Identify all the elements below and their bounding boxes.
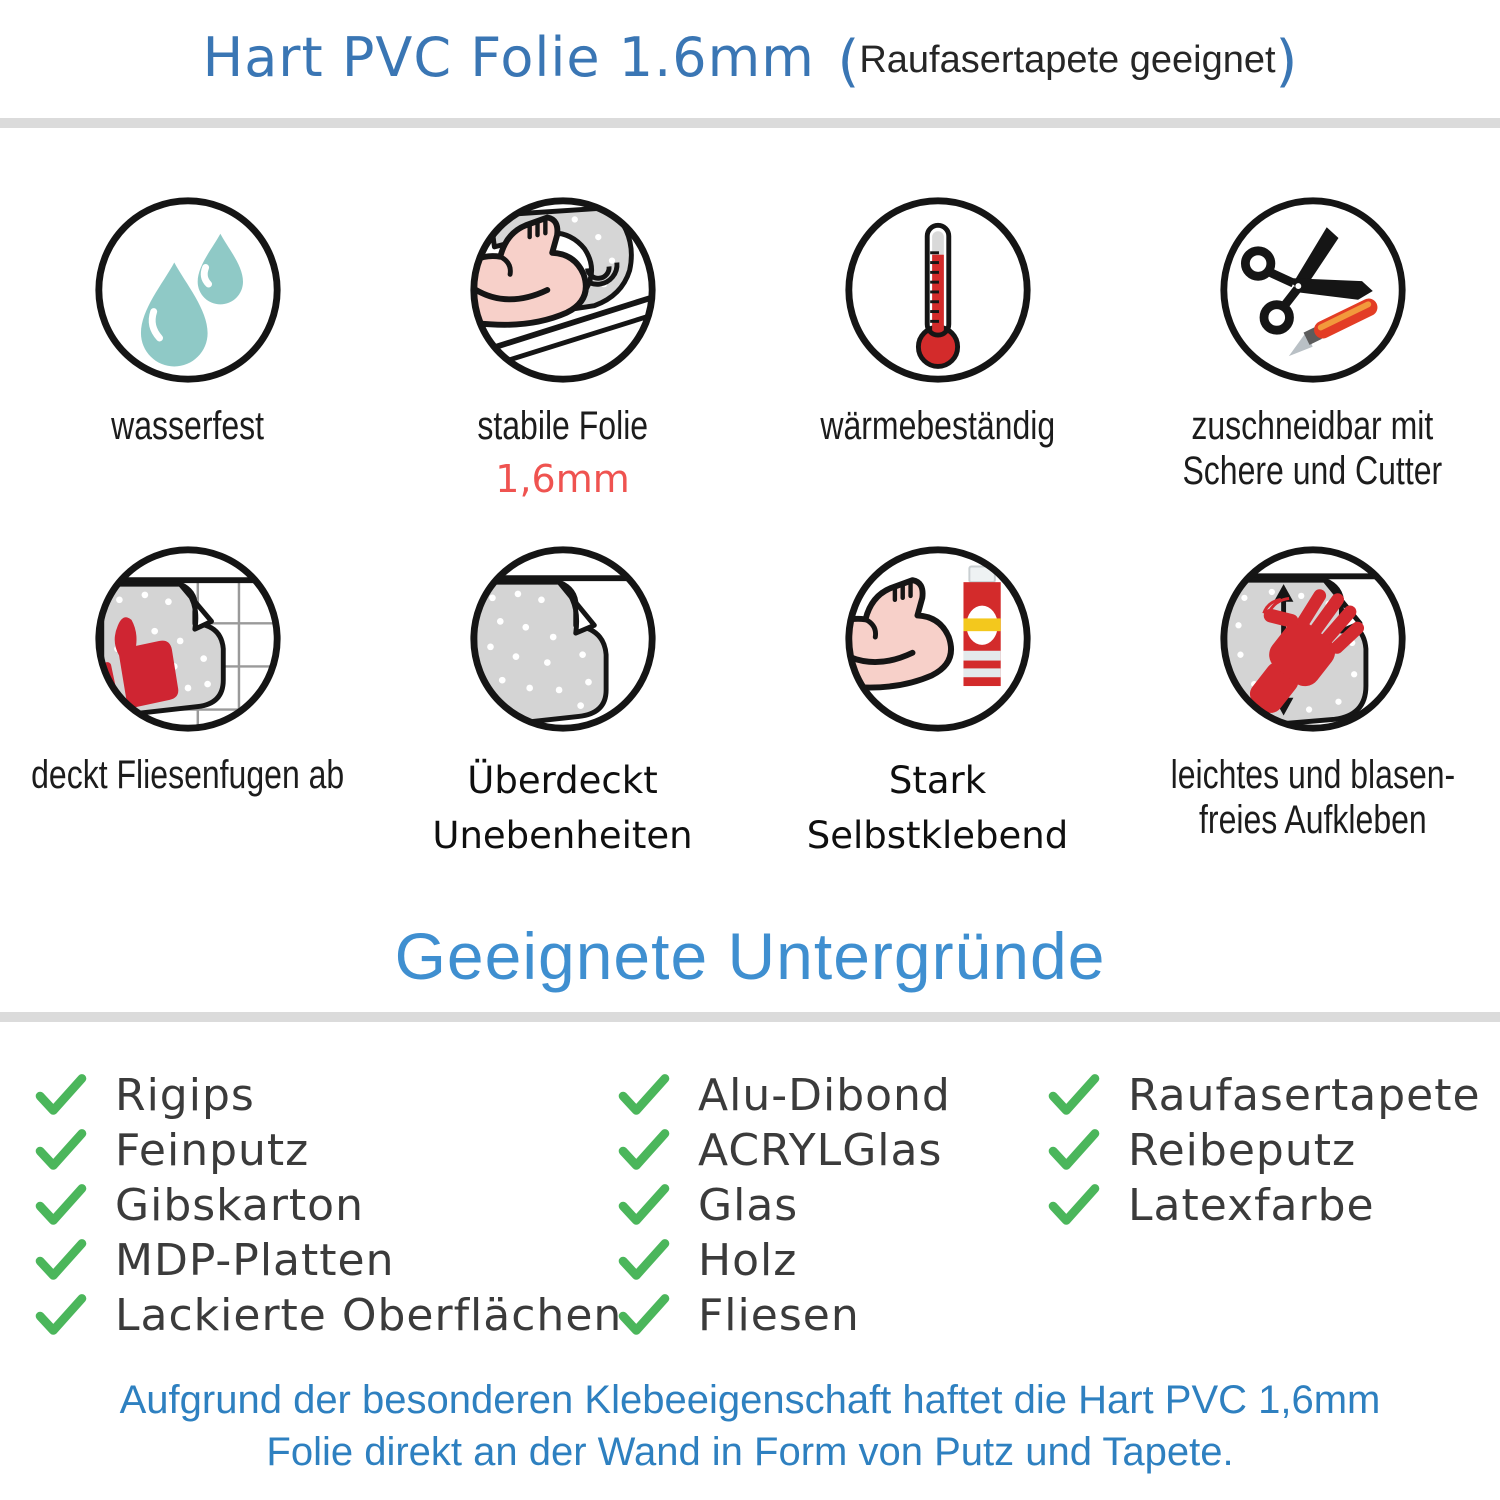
divider-top [0,118,1500,128]
check-icon [618,1239,670,1281]
thermometer-icon [840,192,1036,388]
surface-item: Feinputz [35,1123,622,1178]
feature-waermebestaendig: wärmebeständig [750,192,1125,501]
muscle-glue-icon [840,541,1036,737]
scissors-cutter-icon [1215,192,1411,388]
check-icon [1048,1129,1100,1171]
surface-item: Gibskarton [35,1178,622,1233]
page-header: Hart PVC Folie 1.6mm (Raufasertapete gee… [0,0,1500,94]
water-drops-icon [90,192,286,388]
feature-wasserfest: wasserfest [0,192,375,501]
surface-item: Raufasertapete [1048,1068,1481,1123]
footer-note: Aufgrund der besonderen Klebeeigenschaft… [119,1377,1381,1474]
check-icon [35,1184,87,1226]
page-title: Hart PVC Folie 1.6mm [202,26,815,89]
hand-press-foil-icon [1215,541,1411,737]
surface-item: Fliesen [618,1288,951,1343]
check-icon [35,1239,87,1281]
features-grid: wasserfest [0,192,1500,864]
feature-label: wärmebeständig [820,404,1055,448]
paren-open: ( [837,29,860,94]
foil-fold-icon [465,541,661,737]
surface-item: Glas [618,1178,951,1233]
feature-label: leichtes und blasen- freies Aufkleben [1170,752,1455,842]
check-icon [35,1074,87,1116]
feature-selbstklebend: Stark Selbstklebend [750,541,1125,864]
surfaces-column-1: Rigips Feinputz Gibskarton MDP-Platten L… [35,1068,622,1343]
feature-label: stabile Folie [477,404,648,448]
divider-middle [0,1011,1500,1022]
paren-close: ) [1275,29,1298,94]
check-icon [618,1184,670,1226]
surfaces-list: Rigips Feinputz Gibskarton MDP-Platten L… [0,1068,1500,1360]
feature-label: deckt Fliesenfugen ab [30,752,345,797]
feature-label: wasserfest [111,404,264,448]
check-icon [618,1294,670,1336]
feature-aufkleben: leichtes und blasen- freies Aufkleben [1125,541,1500,864]
feature-thickness-label: 1,6mm [495,456,630,501]
surface-item: ACRYLGlas [618,1123,951,1178]
surfaces-column-2: Alu-Dibond ACRYLGlas Glas Holz Fliesen [618,1068,951,1343]
muscle-foil-icon [465,192,661,388]
surfaces-column-3: Raufasertapete Reibeputz Latexfarbe [1048,1068,1481,1233]
check-icon [35,1129,87,1171]
check-icon [1048,1074,1100,1116]
feature-stabile-folie: stabile Folie 1,6mm [375,192,750,501]
check-icon [618,1129,670,1171]
check-icon [35,1294,87,1336]
surface-item: Reibeputz [1048,1123,1481,1178]
surface-item: Alu-Dibond [618,1068,951,1123]
feature-label: Stark Selbstklebend [806,758,1069,858]
page-subtitle: Raufasertapete geeignet [859,39,1276,81]
surface-item: Latexfarbe [1048,1178,1481,1233]
feature-fliesenfugen: deckt Fliesenfugen ab [0,541,375,864]
check-icon [1048,1184,1100,1226]
surface-item: Lackierte Oberflächen [35,1288,622,1343]
surface-item: MDP-Platten [35,1233,622,1288]
feature-zuschneidbar: zuschneidbar mit Schere und Cutter [1125,192,1500,501]
surface-item: Rigips [35,1068,622,1123]
section-title-untergruende: Geeignete Untergründe [394,918,1106,993]
feature-label: zuschneidbar mit Schere und Cutter [1182,404,1443,493]
surface-item: Holz [618,1233,951,1288]
feature-unebenheiten: Überdeckt Unebenheiten [375,541,750,864]
feature-label: Überdeckt Unebenheiten [432,758,693,858]
thumb-up-tiles-icon [90,541,286,737]
check-icon [618,1074,670,1116]
